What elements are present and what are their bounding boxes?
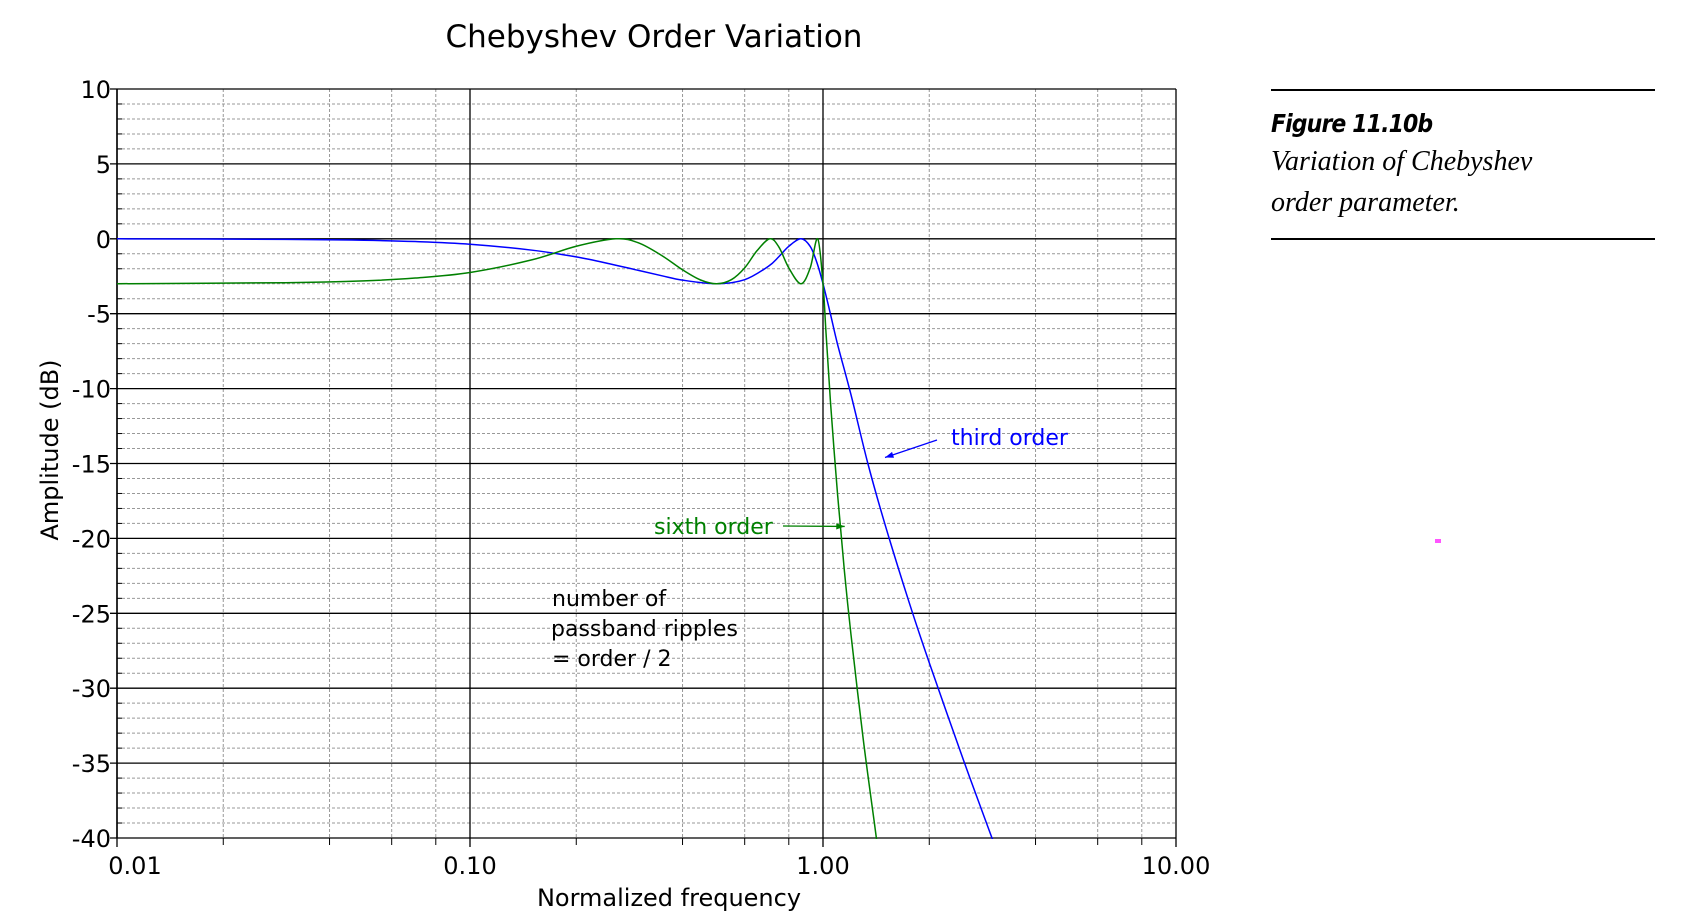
annotation-ripples-line-2: passband ripples [551,617,738,642]
x-tick-label: 0.01 [108,852,161,880]
series-sixth-order-line [117,237,878,839]
y-tick-label: 5 [96,151,111,179]
series-third-order-line [117,238,994,839]
third-order-arrow-line [884,439,938,459]
marker-dot [1435,539,1441,543]
x-tick-label: 1.00 [796,852,849,880]
y-tick-label: -30 [72,675,111,703]
y-tick-label: 0 [96,226,111,254]
sixth-order-arrow-head [836,523,845,530]
grid [110,88,1177,847]
y-tick-label: -40 [72,825,111,853]
annotations: third order sixth order number of passba… [551,426,1069,672]
y-tick-label: 10 [80,76,111,104]
caption-line-1: Variation of Chebyshev [1271,146,1533,177]
annotation-third-order: third order [951,426,1069,451]
chart-title: Chebyshev Order Variation [446,19,863,55]
y-tick-label: -35 [72,750,111,778]
figure-caption: Figure 11.10b Variation of Chebyshev ord… [1271,89,1655,240]
y-axis-label: Amplitude (dB) [36,359,64,540]
y-tick-label: -15 [72,451,111,479]
annotation-ripples-line-3: = order / 2 [552,647,672,672]
ticks: 10 5 0 -5 -10 -15 -20 -25 -30 -35 -400.01 0.10 1.00 1… [72,76,1211,880]
y-tick-label: -20 [72,525,111,553]
x-tick-label: 10.00 [1142,852,1211,880]
x-tick-label: 0.10 [443,852,496,880]
y-tick-label: -25 [72,600,111,628]
y-tick-label: -5 [87,301,111,329]
series [117,237,994,839]
third-order-arrow-head [885,451,895,458]
annotation-ripples-line-1: number of [552,587,667,612]
caption-line-2: order parameter. [1271,187,1460,218]
y-tick-label: -10 [72,376,111,404]
figure-number: Figure 11.10b [1271,109,1433,138]
annotation-sixth-order: sixth order [654,515,774,540]
x-axis-label: Normalized frequency [537,884,801,912]
